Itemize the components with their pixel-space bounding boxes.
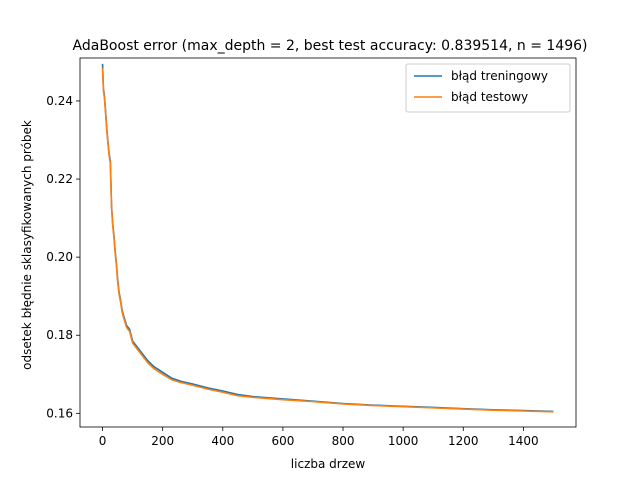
plot-area: 0 200 400 600 800 1000 1200 1400 0.160.180.200.… <box>46 57 577 448</box>
x-tick-label: 1000 <box>388 434 419 448</box>
x-tick-label: 200 <box>151 434 174 448</box>
y-axis: 0.16 0.18 0.20 0.22 0.24 <box>46 94 80 420</box>
y-tick-label: 0.16 <box>46 406 73 420</box>
legend-label-test: błąd testowy <box>451 90 528 104</box>
y-tick-label: 0.18 <box>46 328 73 342</box>
legend-label-training: błąd treningowy <box>451 69 548 83</box>
y-tick-label: 0.20 <box>46 250 73 264</box>
x-tick-label: 1400 <box>508 434 539 448</box>
y-axis-label: odsetek błędnie sklasyfikowanych próbek <box>20 120 34 370</box>
y-tick-label: 0.22 <box>46 172 73 186</box>
x-axis-label: liczba drzew <box>291 457 366 471</box>
plot-frame <box>79 57 577 428</box>
y-tick-label: 0.24 <box>46 94 73 108</box>
x-tick-label: 800 <box>332 434 355 448</box>
x-tick-label: 600 <box>271 434 294 448</box>
series-line-1 <box>101 67 554 413</box>
series-layer <box>101 63 554 413</box>
legend-box <box>405 63 571 113</box>
x-tick-label: 0 <box>99 434 107 448</box>
x-tick-label: 1200 <box>448 434 479 448</box>
x-axis: 0 200 400 600 800 1000 1200 1400 <box>99 427 539 448</box>
legend: błąd treningowy błąd testowy <box>405 63 571 113</box>
x-tick-label: 400 <box>211 434 234 448</box>
chart-title: AdaBoost error (max_depth = 2, best test… <box>73 38 588 54</box>
